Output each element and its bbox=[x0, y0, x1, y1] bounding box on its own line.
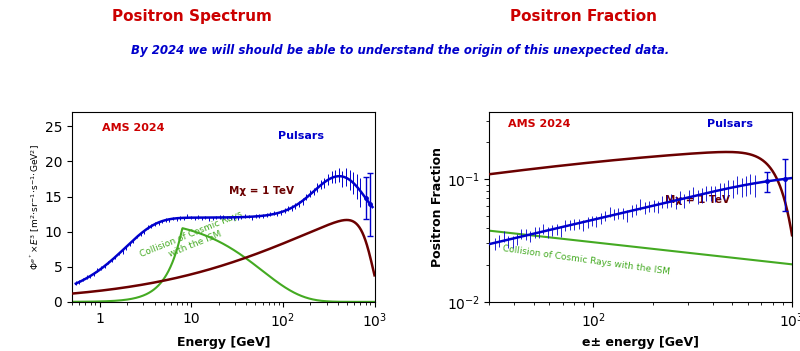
Text: Mχ = 1 TeV: Mχ = 1 TeV bbox=[665, 195, 730, 205]
Text: Pulsars: Pulsars bbox=[707, 119, 754, 130]
Text: AMS 2024: AMS 2024 bbox=[102, 123, 165, 133]
Text: By 2024 we will should be able to understand the origin of this unexpected data.: By 2024 we will should be able to unders… bbox=[131, 44, 669, 57]
Text: Collision of Cosmic Rays
with the ISM: Collision of Cosmic Rays with the ISM bbox=[138, 210, 247, 269]
Text: Mχ = 1 TeV: Mχ = 1 TeV bbox=[230, 186, 294, 196]
Text: Positron Fraction: Positron Fraction bbox=[510, 9, 658, 24]
Text: Positron Spectrum: Positron Spectrum bbox=[112, 9, 272, 24]
Text: Pulsars: Pulsars bbox=[278, 131, 324, 141]
Y-axis label: Positron Fraction: Positron Fraction bbox=[430, 147, 444, 267]
Text: AMS 2024: AMS 2024 bbox=[508, 119, 570, 130]
Text: Collision of Cosmic Rays with the ISM: Collision of Cosmic Rays with the ISM bbox=[502, 244, 670, 276]
Y-axis label: $\Phi^{e^+}\!\times\! E^3\ [\mathrm{m^2\!\cdot\!sr^{-1}\!\cdot\!s^{-1}\!\cdot\!G: $\Phi^{e^+}\!\times\! E^3\ [\mathrm{m^2\… bbox=[28, 144, 42, 270]
X-axis label: Energy [GeV]: Energy [GeV] bbox=[177, 336, 270, 349]
X-axis label: e± energy [GeV]: e± energy [GeV] bbox=[582, 336, 699, 349]
